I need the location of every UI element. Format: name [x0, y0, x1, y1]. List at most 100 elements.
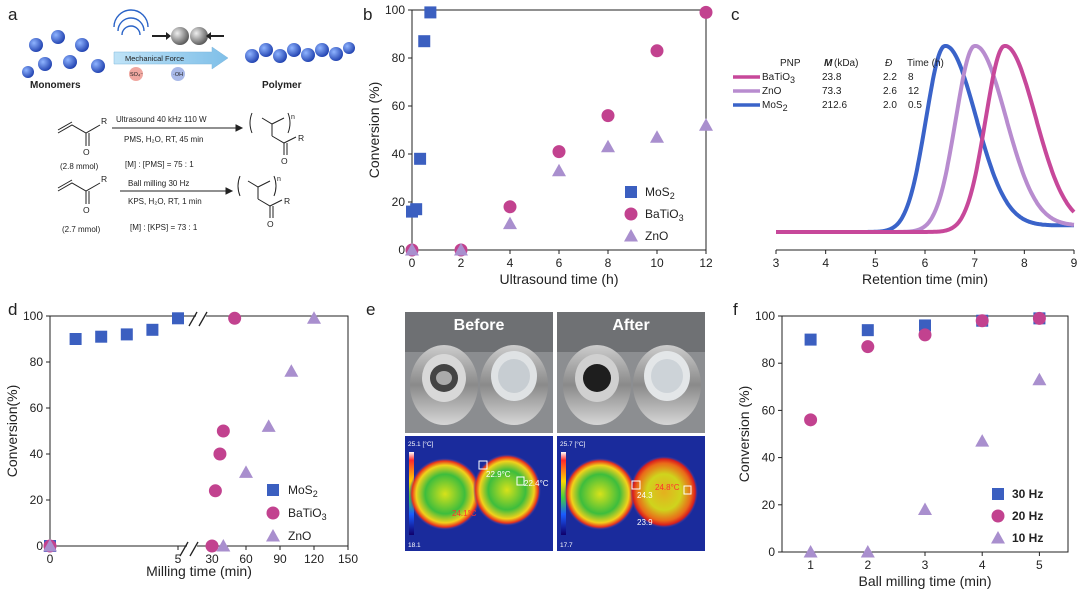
- gpc-trace: [776, 44, 1075, 234]
- panel-label-f: f: [733, 300, 738, 319]
- x-tick-label: 0: [409, 256, 416, 270]
- data-point: [699, 118, 713, 131]
- y-tick-label: 80: [762, 356, 776, 370]
- x-axis-label: Ball milling time (min): [858, 573, 991, 589]
- y-tick-label: 0: [768, 545, 775, 559]
- y-axis-label: Conversion (%): [366, 82, 382, 178]
- thermal-before-t3: 24.1°C: [452, 509, 477, 518]
- panel-label-b: b: [363, 5, 372, 24]
- data-point: [918, 328, 932, 342]
- data-point: [975, 434, 990, 447]
- axis-break-mark: [179, 541, 189, 557]
- data-point: [216, 424, 230, 438]
- reaction-2: [57, 175, 283, 218]
- gpc-trace: [776, 44, 1076, 234]
- data-point: [205, 539, 219, 553]
- legend-label: 30 Hz: [1012, 487, 1043, 501]
- y-axis-label: Conversion(%): [4, 385, 20, 478]
- data-point: [650, 130, 664, 143]
- data-point: [405, 243, 419, 256]
- polymer-label: Polymer: [262, 80, 302, 91]
- legend-marker: [625, 186, 637, 198]
- table-cell: 23.8: [822, 72, 842, 83]
- table-cell: 12: [908, 86, 920, 97]
- axis-break-mark: [188, 311, 198, 327]
- y-tick-label: 100: [755, 309, 775, 323]
- data-point: [307, 311, 321, 324]
- sulfate-radical-icon: [129, 67, 143, 81]
- r1-reactant-o: O: [83, 147, 90, 157]
- y-tick-label: 100: [23, 309, 43, 323]
- x-tick-label: 0: [47, 552, 54, 566]
- x-tick-label: 150: [338, 552, 358, 566]
- data-point: [699, 5, 713, 19]
- plot-frame: [49, 315, 196, 546]
- chart-d: 0 20 40 60 80 100 0 5 30 60 90 120 150 Milling time (…: [4, 309, 358, 579]
- mech-force-label: Mechanical Force: [125, 54, 184, 63]
- legend-marker: [992, 488, 1004, 500]
- thermal-after: 25.7 [°C] 17.7 24.3 24.8°C 23.9: [557, 436, 705, 551]
- table-header: M: [824, 58, 833, 69]
- reaction-scheme: Monomers Mechanical Force SO₄⁻ ·OH Polym…: [22, 9, 355, 234]
- panel-label-d: d: [8, 300, 17, 319]
- x-tick-label: 60: [239, 552, 253, 566]
- r2-amount: (2.7 mmol): [62, 225, 101, 234]
- data-point: [919, 319, 931, 332]
- x-tick-label: 2: [864, 558, 871, 572]
- data-point: [69, 333, 82, 345]
- y-tick-label: 60: [392, 99, 406, 113]
- x-tick-label: 2: [458, 256, 465, 270]
- mechanical-force-arrow: Mechanical Force: [113, 46, 229, 70]
- data-point: [208, 484, 222, 498]
- data-point: [503, 200, 517, 214]
- data-point: [650, 44, 664, 58]
- data-point: [803, 545, 818, 558]
- x-tick-label: 9: [1071, 256, 1078, 270]
- thermal-before-min: 18.1: [408, 542, 421, 549]
- data-point: [213, 447, 227, 461]
- x-tick-label: 12: [699, 256, 713, 270]
- legend-label: ZnO: [645, 229, 668, 243]
- before-label: Before: [454, 317, 505, 334]
- r2-product-r: R: [284, 196, 290, 206]
- x-tick-label: 30: [205, 552, 219, 566]
- legend-label: ZnO: [288, 529, 311, 543]
- y-tick-label: 60: [762, 403, 776, 417]
- data-point: [424, 6, 437, 19]
- panel-label-e: e: [366, 300, 375, 319]
- table-cell: 212.6: [822, 100, 847, 111]
- data-point: [216, 539, 231, 552]
- x-tick-label: 4: [507, 256, 514, 270]
- table-header: (kDa): [834, 58, 858, 69]
- data-point: [172, 312, 184, 325]
- data-point: [860, 545, 875, 558]
- thermal-before: 25.1 [°C] 18.1 22.9°C 22.4°C 24.1°C: [405, 436, 553, 551]
- after-label: After: [612, 317, 649, 334]
- y-tick-label: 20: [762, 498, 776, 512]
- thermal-after-t2: 24.8°C: [655, 483, 680, 492]
- data-point: [146, 323, 159, 336]
- data-point: [861, 324, 874, 337]
- r1-ratio: [M] : [PMS] = 75 : 1: [125, 160, 194, 169]
- r1-amount: (2.8 mmol): [60, 162, 99, 171]
- table-cell: 8: [908, 72, 914, 83]
- polymer-chain-icon: [245, 42, 355, 63]
- thermal-after-max: 25.7 [°C]: [560, 440, 586, 448]
- y-tick-label: 80: [392, 51, 406, 65]
- y-tick-label: 20: [30, 493, 44, 507]
- data-point: [918, 502, 932, 516]
- x-axis-label: Milling time (min): [146, 563, 252, 579]
- data-point: [284, 364, 299, 377]
- data-point: [601, 139, 615, 153]
- legend-label: BaTiO3: [762, 72, 795, 85]
- y-tick-label: 40: [392, 147, 406, 161]
- legend-label: 20 Hz: [1012, 509, 1043, 523]
- r2-condition-1: Ball milling 30 Hz: [128, 179, 189, 188]
- ultrasound-wave-icon: [113, 9, 149, 36]
- legend-marker: [266, 506, 280, 520]
- r1-n: n: [291, 114, 295, 121]
- table-cell: 2.6: [883, 86, 897, 97]
- x-tick-label: 3: [773, 256, 780, 270]
- reaction-1: [57, 112, 297, 155]
